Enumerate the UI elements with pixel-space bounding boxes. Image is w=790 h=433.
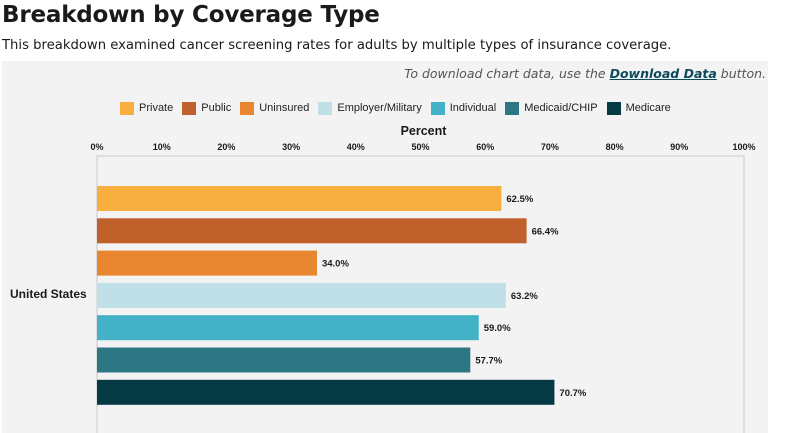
bar-uninsured [97, 250, 317, 276]
download-note-suffix: button. [716, 66, 766, 81]
legend-label: Private [139, 102, 174, 114]
page-subtitle: This breakdown examined cancer screening… [2, 38, 672, 53]
x-tick-label: 50% [411, 142, 429, 152]
legend-item-medicare[interactable]: Medicare [606, 101, 671, 115]
bar-individual [97, 315, 479, 341]
legend-item-private[interactable]: Private [120, 101, 174, 115]
data-label-uninsured: 34.0% [322, 259, 349, 270]
download-note-prefix: To download chart data, use the [404, 66, 610, 81]
x-tick-label: 20% [217, 142, 235, 152]
x-tick-label: 80% [606, 142, 624, 152]
bar-private [97, 186, 502, 211]
bar-public [97, 218, 527, 244]
x-tick-label: 10% [153, 142, 171, 152]
data-label-private: 62.5% [506, 194, 533, 205]
page-title: Breakdown by Coverage Type [2, 2, 380, 28]
y-category-label: United States [10, 287, 87, 301]
bar-medicaid-chip [97, 347, 471, 373]
data-label-medicaid-chip: 57.7% [475, 356, 502, 367]
legend-swatch [505, 101, 520, 115]
legend-label: Uninsured [259, 102, 310, 114]
x-tick-label: 90% [670, 142, 688, 152]
x-tick-label: 40% [347, 142, 365, 152]
legend-swatch [318, 101, 333, 115]
chart-legend: Private Public Uninsured Employer/Military I… [120, 101, 680, 115]
legend-item-medicaid-chip[interactable]: Medicaid/CHIP [505, 101, 598, 115]
legend-item-public[interactable]: Public [182, 101, 232, 115]
data-label-employer-military: 63.2% [511, 291, 538, 302]
data-label-individual: 59.0% [484, 323, 511, 334]
legend-label: Medicare [625, 102, 671, 114]
legend-label: Employer/Military [337, 102, 422, 114]
x-tick-label: 30% [282, 142, 300, 152]
legend-item-individual[interactable]: Individual [430, 101, 497, 115]
legend-swatch [120, 101, 134, 115]
x-tick-label: 0% [90, 142, 103, 152]
data-label-public: 66.4% [532, 226, 559, 237]
legend-label: Medicaid/CHIP [524, 102, 598, 114]
x-tick-label: 100% [732, 142, 755, 152]
legend-swatch [182, 101, 197, 115]
legend-swatch [430, 101, 445, 115]
legend-swatch [240, 101, 255, 115]
bar-medicare [97, 379, 555, 405]
x-axis-title: Percent [401, 124, 448, 138]
x-tick-label: 60% [476, 142, 494, 152]
data-label-medicare: 70.7% [559, 388, 586, 399]
x-tick-label: 70% [541, 142, 559, 152]
bar-employer-military [97, 282, 506, 308]
legend-label: Individual [449, 102, 497, 114]
legend-item-employer-military[interactable]: Employer/Military [318, 101, 422, 115]
download-note: To download chart data, use the Download… [404, 66, 766, 81]
legend-item-uninsured[interactable]: Uninsured [240, 101, 310, 115]
legend-label: Public [201, 102, 232, 114]
legend-swatch [606, 101, 621, 115]
download-data-link[interactable]: Download Data [609, 66, 717, 81]
